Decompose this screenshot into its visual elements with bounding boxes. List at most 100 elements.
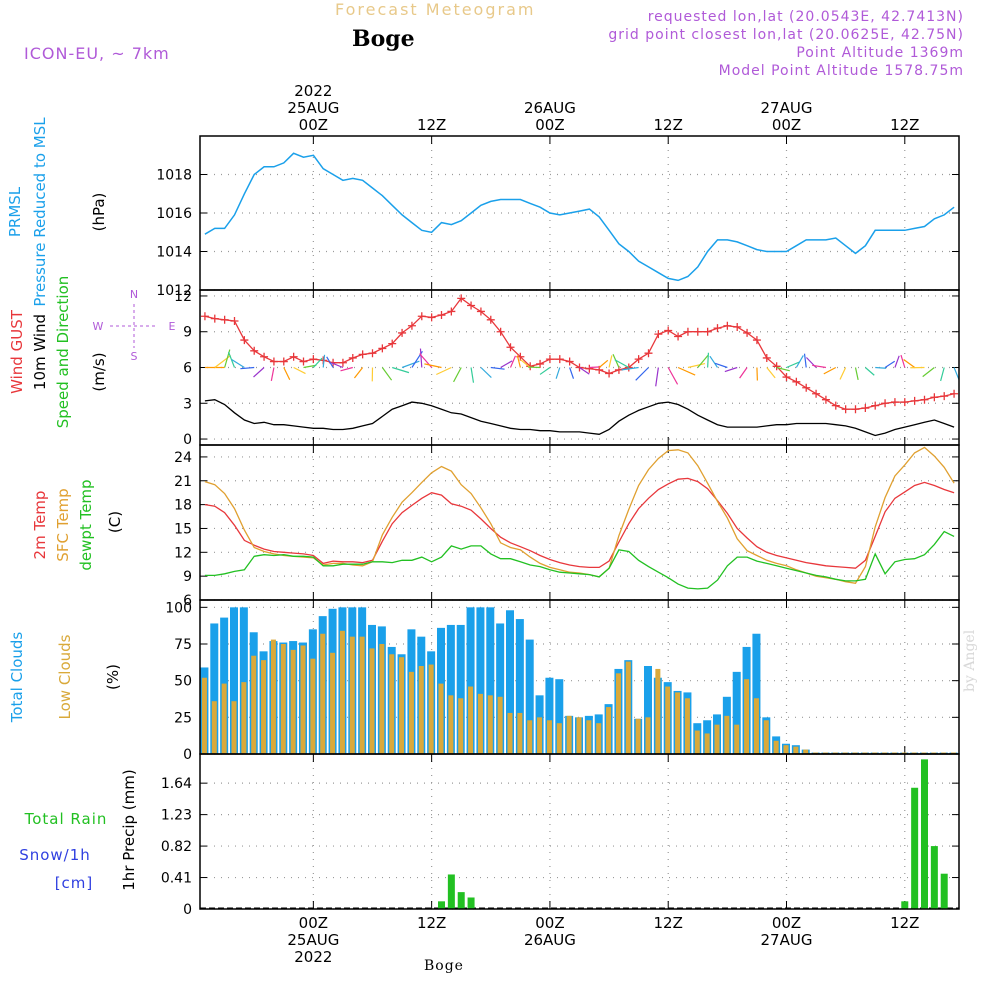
wind-arrow [655, 367, 659, 387]
gust-marker [910, 396, 919, 405]
low-cloud-bar [586, 720, 592, 754]
chart-title: Forecast Meteogram [335, 0, 536, 19]
y-tick-label: 6 [183, 361, 192, 377]
gust-marker [289, 352, 298, 361]
top-time-label: 12Z [890, 116, 919, 134]
y-tick-label: 1018 [156, 168, 192, 184]
total-cloud-bar [732, 671, 741, 754]
gust-marker [427, 313, 436, 322]
low-cloud-bar [389, 654, 395, 754]
gust-marker [713, 324, 722, 333]
gust-marker [674, 332, 683, 341]
low-cloud-bar [507, 712, 513, 754]
low-cloud-bar [468, 686, 474, 754]
snow-label: Snow/1h [19, 846, 91, 864]
wind-arrow [922, 367, 935, 378]
gust-marker [871, 401, 880, 410]
total-cloud-bar [555, 679, 564, 754]
wind-arrow [470, 367, 475, 383]
gust-marker [664, 326, 673, 335]
wind-arrow [312, 357, 323, 368]
gust-marker [930, 393, 939, 402]
snow-unit-label: [cm] [55, 874, 94, 892]
low-cloud-bar [330, 652, 336, 754]
wind-arrow [598, 359, 609, 368]
bottom-time-label: 26AUG [524, 931, 576, 949]
gust-marker [348, 353, 357, 362]
y-tick-label: 0.82 [161, 839, 192, 855]
wind-arrow [608, 355, 613, 368]
total-cloud-bar [644, 666, 652, 754]
top-time-label: 25AUG [287, 99, 339, 117]
gust-marker [437, 311, 446, 320]
low-cloud-bar [773, 740, 779, 754]
y-tick-label: 0 [183, 747, 192, 763]
low-cloud-bar [270, 639, 276, 754]
gust-marker [851, 405, 860, 414]
gust-marker [634, 355, 643, 364]
gust-marker [240, 336, 249, 345]
rain-bar [911, 787, 919, 909]
wind-arrow [614, 359, 630, 369]
gust-marker [920, 395, 929, 404]
top-time-label: 12Z [654, 116, 683, 134]
panel-3: 6 9 12 15 18 21 24 [174, 445, 959, 609]
low-cloud-bar [310, 658, 316, 754]
total-cloud-bar [476, 607, 485, 754]
gust-marker [388, 339, 397, 348]
wind-arrow [803, 353, 807, 368]
panel-2: 0 3 6 9 12 [174, 289, 960, 448]
low-cloud-bar [763, 720, 769, 754]
low-cloud-bar [546, 720, 552, 754]
low-cloud-bar [408, 671, 414, 754]
low-cloud-bar [734, 724, 740, 754]
gust-marker [703, 327, 712, 336]
wind-arrow [709, 355, 718, 368]
gust-marker [605, 369, 614, 378]
unit-label: (hPa) [90, 193, 108, 232]
gust-marker [762, 353, 771, 362]
low-cloud-bar [645, 717, 651, 754]
top-time-label: 26AUG [524, 99, 576, 117]
low-cloud-bar [241, 682, 247, 754]
low-cloud-bar [615, 673, 621, 754]
compass-east: E [169, 320, 176, 333]
precip-unit-label: 1hr Precip (mm) [120, 769, 138, 890]
wind-arrow [539, 367, 551, 375]
low-cloud-bar [556, 723, 562, 754]
gust-marker [881, 399, 890, 408]
compass-rose [110, 304, 158, 348]
rain-label: Total Rain [24, 810, 108, 828]
low-cloud-bar [487, 695, 493, 754]
bottom-time-label: 12Z [654, 914, 683, 932]
requested-coords: requested lon,lat (20.0543E, 42.7413N) [647, 9, 964, 25]
low-cloud-bar [606, 707, 612, 754]
gust-marker [269, 357, 278, 366]
gust-marker [772, 362, 781, 371]
rain-bar [467, 897, 475, 909]
total-cloud-bar [446, 624, 455, 754]
gust-marker [792, 377, 801, 386]
panel-frame [199, 753, 960, 910]
wind-arrow [490, 366, 505, 370]
gust-marker [476, 307, 485, 316]
panel-label: SFC Temp [54, 488, 72, 561]
wind-arrow [392, 366, 410, 374]
total-cloud-bar [752, 633, 761, 754]
gust-marker [279, 357, 288, 366]
y-tick-label: 18 [174, 498, 192, 514]
wind-arrow [424, 363, 442, 369]
bottom-time-label: 12Z [417, 914, 446, 932]
total-cloud-bar [515, 619, 524, 754]
top-time-label: 00Z [535, 116, 564, 134]
gust-marker [417, 312, 426, 321]
gust-marker [565, 357, 574, 366]
wind-arrow [231, 359, 245, 369]
total-cloud-bar [496, 623, 505, 754]
bottom-time-label: 00Z [772, 914, 801, 932]
rain-bar [447, 874, 455, 909]
gust-marker [802, 383, 811, 392]
gust-marker [950, 389, 959, 398]
bottom-time-label: 2022 [294, 948, 332, 966]
